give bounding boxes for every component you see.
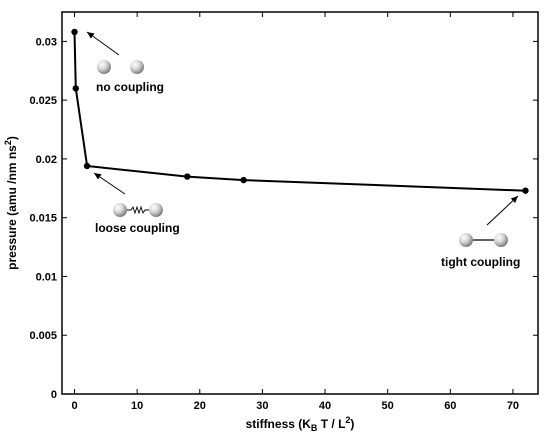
ball-icon [459,233,473,247]
data-point [71,28,78,36]
x-tick-label: 0 [71,400,77,412]
x-tick-label: 20 [194,400,206,412]
series-line [73,31,526,192]
ball-icon [97,60,111,74]
annotation-loose-coupling: loose coupling [93,172,180,235]
y-tick-label: 0.01 [36,271,57,283]
annotation-label-tight-coupling: tight coupling [441,255,520,269]
x-axis-label: stiffness (KB T / L2) [246,415,355,433]
y-tick-label: 0.015 [29,213,57,225]
y-tick-label: 0.03 [36,36,57,48]
x-tick-label: 10 [131,400,143,412]
x-tick-label: 40 [319,400,331,412]
annotation-tight-coupling: tight coupling [441,195,520,269]
annotation-label-loose-coupling: loose coupling [95,221,180,235]
ball-icon [130,60,144,74]
x-tick-label: 50 [382,400,394,412]
annotation-arrow-tight-coupling [486,195,519,226]
x-tick-label: 30 [256,400,268,412]
y-tick-label: 0.025 [29,95,57,107]
y-tick-label: 0 [51,389,57,401]
data-point [83,162,91,170]
y-tick-label: 0.005 [29,330,57,342]
data-point [72,85,79,92]
annotation-label-no-coupling: no coupling [96,80,164,94]
data-point [184,173,191,180]
plot-frame [61,11,539,395]
x-tick-label: 60 [444,400,456,412]
annotation-arrow-loose-coupling [93,172,126,195]
x-axis: 0 10 20 30 40 50 60 70 [71,12,519,412]
series-group [71,28,529,194]
annotation-no-coupling: no coupling [86,31,164,94]
y-axis: 0 0.005 0.01 0.015 0.02 0.025 0.03 [29,36,538,401]
y-tick-label: 0.02 [36,154,57,166]
ball-icon [494,233,508,247]
x-tick-label: 70 [507,400,519,412]
data-point [522,187,529,194]
ball-icon [113,203,127,217]
y-axis-label: pressure (amu /nm ns2) [3,136,19,270]
annotation-arrow-no-coupling [86,31,120,56]
ball-icon [149,203,163,217]
data-point [240,176,247,184]
spring-icon [127,205,149,215]
